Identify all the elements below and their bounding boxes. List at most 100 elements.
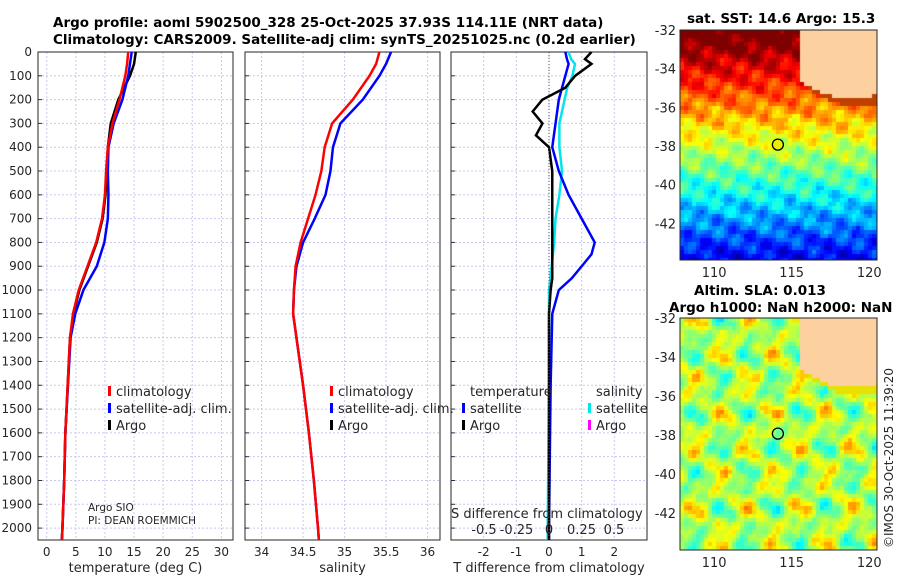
y-tick-label: 1700 [1,450,32,464]
x-tick-label: 10 [97,545,112,559]
lat-tick-label: -36 [655,390,676,405]
y-tick-label: 1900 [1,497,32,511]
x-tick-label: -2 [478,545,490,559]
y-tick-label: 100 [9,69,32,83]
x-tick-label: 35 [337,545,352,559]
s-tick-label: 0.5 [604,523,625,538]
x-tick-label: 34.5 [290,545,317,559]
y-tick-label: 1600 [1,426,32,440]
legend-swatch [330,403,333,413]
x-tick-label: 5 [72,545,80,559]
lon-tick-label: 115 [779,266,804,281]
y-tick-label: 1200 [1,331,32,345]
y-tick-label: 400 [9,140,32,154]
x-tick-label: 1 [578,545,586,559]
lat-tick-label: -40 [655,468,676,483]
legend-title-salinity: salinity [596,385,643,400]
lat-tick-label: -36 [655,101,676,116]
axes-box [38,52,233,540]
annotation-text: PI: DEAN ROEMMICH [88,515,196,527]
lon-tick-label: 110 [702,556,727,571]
y-tick-label: 1500 [1,402,32,416]
legend-swatch [588,403,591,413]
credit-text: ©IMOS 30-Oct-2025 11:39:20 [882,368,896,548]
legend-label: Argo [116,419,146,434]
x-tick-label: 20 [156,545,171,559]
y-tick-label: 0 [24,45,32,59]
lat-tick-label: -42 [655,507,676,522]
s-tick-label: 0 [545,523,553,538]
legend-label: satellite [596,402,648,417]
legend-swatch [588,420,591,430]
x-tick-label: 35.5 [373,545,400,559]
y-tick-label: 600 [9,188,32,202]
x-tick-label: 0 [545,545,553,559]
x-tick-label: 15 [126,545,141,559]
x-axis-label: salinity [319,561,366,576]
lat-tick-label: -42 [655,217,676,232]
legend-label: Argo [470,419,500,434]
y-tick-label: 700 [9,212,32,226]
lon-tick-label: 120 [857,556,882,571]
profile-line-climatology [293,52,379,540]
profile-line-satellite-adj-clim- [62,52,132,540]
y-tick-label: 1000 [1,283,32,297]
s-tick-label: -0.25 [500,523,534,538]
x-axis-label: temperature (deg C) [69,561,203,576]
legend-swatch [330,386,333,396]
lat-tick-label: -40 [655,179,676,194]
lon-tick-label: 110 [702,266,727,281]
map-frame [680,318,877,550]
lon-tick-label: 115 [779,556,804,571]
lon-tick-label: 120 [857,266,882,281]
y-tick-label: 500 [9,164,32,178]
y-tick-label: 1100 [1,307,32,321]
x-tick-label: 25 [185,545,200,559]
lat-tick-label: -32 [655,312,676,327]
legend-swatch [108,420,111,430]
s-tick-label: -0.5 [471,523,496,538]
lat-tick-label: -34 [655,351,676,366]
x-tick-label: 30 [214,545,229,559]
lat-tick-label: -38 [655,429,676,444]
s-axis-label: S difference from climatology [451,507,643,522]
x-axis-label: T difference from climatology [452,561,645,576]
lat-tick-label: -32 [655,24,676,39]
argo-float-marker [772,428,783,439]
y-tick-label: 2000 [1,521,32,535]
profile-line-Argo [62,52,136,540]
y-tick-label: 800 [9,235,32,249]
profile-line-climatology [62,52,128,540]
legend-label: Argo [338,419,368,434]
legend-label: climatology [338,385,414,400]
legend-swatch [462,420,465,430]
y-tick-label: 1800 [1,473,32,487]
argo-profile-figure: Argo profile: aoml 5902500_328 25-Oct-20… [0,0,900,580]
diff-line-T-satellite [549,52,595,540]
legend-swatch [108,386,111,396]
annotation-text: Argo SIO [88,502,134,514]
y-tick-label: 200 [9,93,32,107]
legend-label: satellite-adj. clim. [116,402,232,417]
y-tick-label: 900 [9,259,32,273]
legend-label: Argo [596,419,626,434]
s-tick-label: 0.25 [567,523,596,538]
x-tick-label: -1 [510,545,522,559]
legend-label: satellite [470,402,522,417]
lat-tick-label: -34 [655,63,676,78]
x-tick-label: 34 [254,545,269,559]
diff-line-S-satellite [548,52,575,540]
plot-layer: 0 5 10 15 20 25 300100200300400500600700800900… [0,0,900,580]
x-tick-label: 36 [420,545,435,559]
argo-float-marker [772,139,783,150]
legend-title-temperature: temperature [470,385,552,400]
legend-swatch [330,420,333,430]
y-tick-label: 300 [9,116,32,130]
y-tick-label: 1400 [1,378,32,392]
legend-swatch [462,403,465,413]
x-tick-label: 2 [611,545,619,559]
diff-line-T-Argo [533,52,592,540]
profile-line-satellite-adj-clim- [293,52,391,540]
x-tick-label: 0 [43,545,51,559]
axes-box [245,52,440,540]
